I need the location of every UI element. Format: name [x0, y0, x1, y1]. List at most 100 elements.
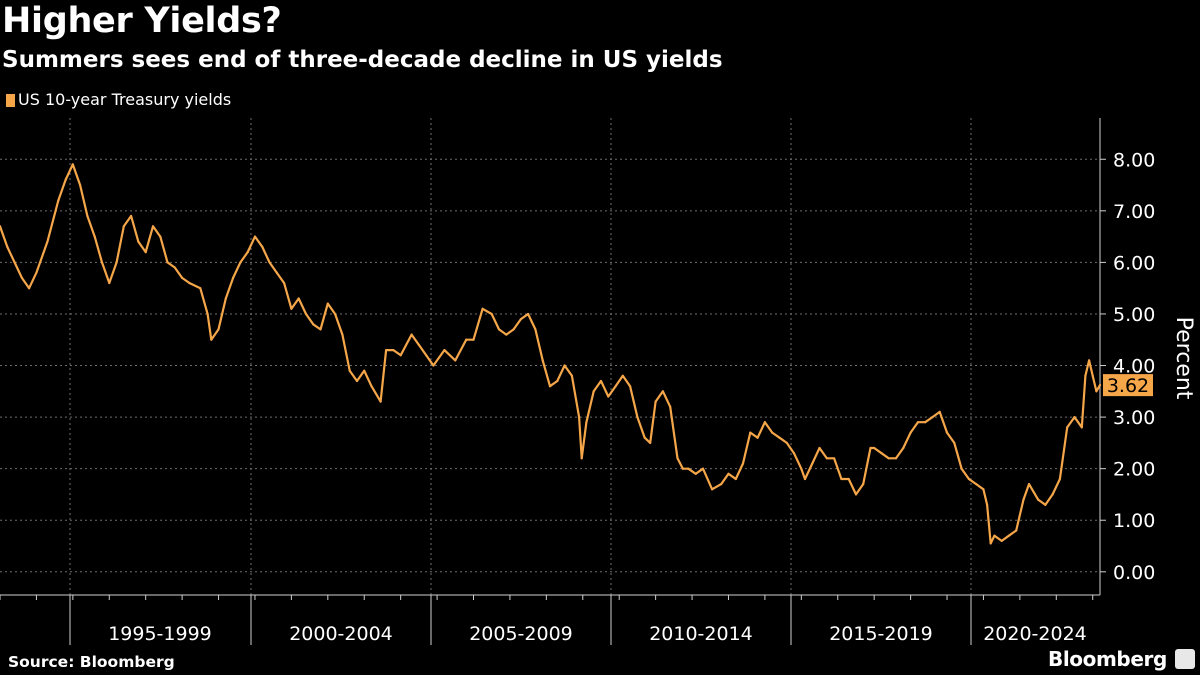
- last-value-label: 3.62: [1107, 375, 1149, 397]
- data-point: [570, 374, 574, 377]
- data-point: [676, 457, 679, 460]
- data-point: [348, 369, 351, 372]
- data-point: [785, 441, 788, 444]
- data-point: [869, 446, 872, 450]
- data-point: [975, 483, 978, 486]
- data-point: [945, 431, 949, 434]
- data-point: [326, 302, 329, 305]
- data-point: [1073, 416, 1076, 419]
- data-point: [512, 328, 515, 331]
- data-point: [902, 446, 905, 450]
- legend-swatch: [6, 93, 15, 107]
- data-point: [144, 251, 147, 254]
- data-point: [1044, 503, 1047, 506]
- data-point: [694, 472, 697, 475]
- data-point: [181, 276, 184, 279]
- data-point: [931, 416, 934, 419]
- data-point: [239, 261, 242, 264]
- data-point: [1091, 374, 1094, 377]
- data-point: [614, 385, 617, 388]
- data-point: [28, 287, 31, 290]
- data-point: [580, 457, 583, 460]
- data-point: [982, 488, 985, 491]
- data-point: [643, 436, 646, 439]
- data-point: [268, 261, 271, 264]
- data-point: [385, 349, 388, 352]
- data-point: [661, 390, 665, 393]
- data-point: [108, 281, 111, 285]
- data-point: [151, 225, 155, 228]
- data-point: [519, 318, 523, 321]
- data-point: [64, 178, 67, 181]
- data-point: [432, 364, 435, 367]
- data-point: [173, 266, 176, 269]
- data-point: [720, 483, 723, 486]
- data-point: [217, 328, 220, 331]
- x-tick-label: 2010-2014: [649, 623, 753, 645]
- data-point: [0, 225, 2, 228]
- data-point: [989, 542, 992, 545]
- x-tick-label: 2000-2004: [289, 623, 393, 645]
- data-point: [548, 385, 552, 388]
- data-point: [687, 467, 690, 470]
- data-point: [873, 446, 876, 450]
- data-point: [880, 452, 883, 455]
- data-point: [1007, 534, 1011, 537]
- data-point: [563, 364, 566, 367]
- data-point: [1098, 384, 1102, 387]
- data-point: [953, 441, 956, 444]
- data-point: [425, 354, 428, 357]
- data-point: [166, 261, 169, 264]
- data-point: [669, 405, 672, 408]
- data-point: [833, 457, 836, 460]
- bloomberg-logo: Bloomberg: [1048, 647, 1167, 671]
- data-point: [363, 369, 366, 372]
- data-point: [847, 477, 850, 481]
- data-point: [1084, 374, 1087, 377]
- data-point: [938, 410, 941, 413]
- y-tick-label: 2.00: [1113, 459, 1155, 481]
- data-point: [13, 261, 16, 264]
- data-point: [93, 235, 96, 238]
- series-line-us-10-year: [0, 163, 1102, 545]
- x-tick-label: 2020-2024: [983, 623, 1087, 645]
- data-point: [592, 390, 595, 393]
- data-point: [1088, 359, 1091, 362]
- data-point: [115, 261, 118, 264]
- data-point: [497, 328, 501, 331]
- data-point: [79, 183, 82, 187]
- data-point: [887, 457, 890, 460]
- data-point: [122, 225, 125, 228]
- bloomberg-mark-icon: [1175, 649, 1195, 669]
- y-tick-label: 0.00: [1113, 562, 1155, 584]
- data-point: [607, 395, 610, 398]
- y-axis-title: Percent: [1171, 317, 1196, 400]
- data-point: [894, 457, 898, 460]
- data-point: [800, 467, 803, 470]
- grid-lines: [0, 118, 1100, 595]
- data-point: [355, 379, 359, 383]
- data-point: [297, 297, 300, 300]
- data-point: [1080, 426, 1083, 429]
- y-tick-label: 5.00: [1113, 304, 1155, 326]
- data-point: [100, 261, 104, 264]
- legend: US 10-year Treasury yields: [6, 89, 231, 111]
- data-point: [993, 534, 996, 537]
- data-point: [803, 477, 807, 481]
- data-point: [967, 477, 971, 481]
- data-point: [465, 338, 468, 341]
- data-point: [621, 374, 624, 377]
- data-point: [825, 457, 828, 460]
- data-point: [392, 349, 395, 352]
- y-tick-label: 3.00: [1113, 407, 1155, 429]
- data-point: [771, 431, 774, 434]
- data-point: [370, 385, 373, 388]
- data-point: [749, 431, 752, 434]
- data-point: [629, 385, 632, 388]
- data-point: [727, 472, 730, 475]
- data-point: [71, 163, 74, 166]
- data-point: [505, 333, 508, 336]
- data-point: [1051, 493, 1054, 496]
- data-point: [916, 421, 920, 424]
